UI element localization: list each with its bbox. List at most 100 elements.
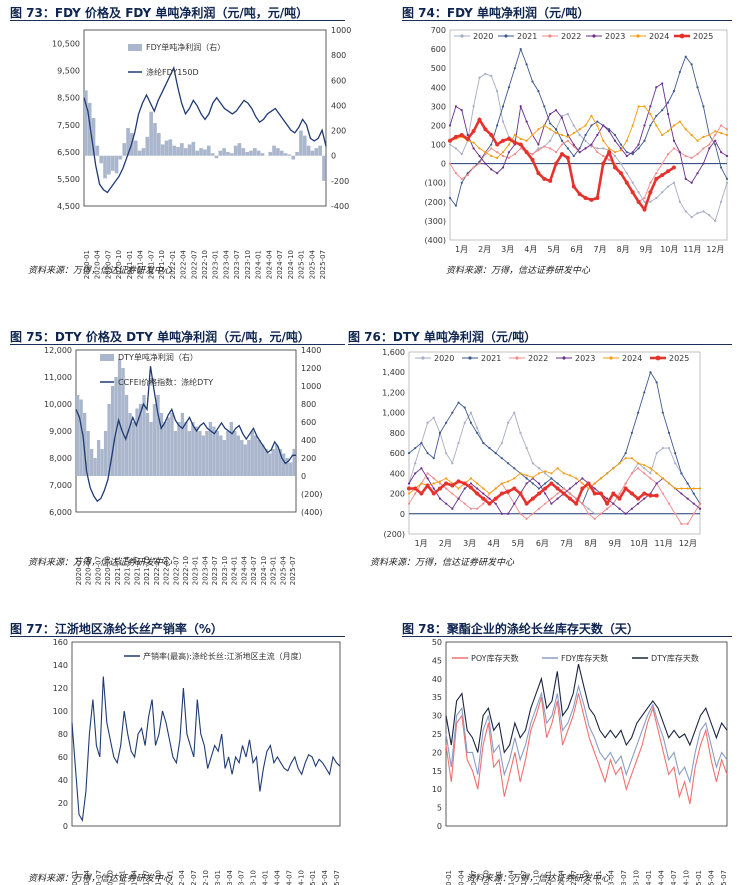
- c74-series-point-2023: [507, 151, 511, 154]
- c74-x-tick-label: 2月: [478, 245, 491, 254]
- c75-bar: [166, 417, 171, 476]
- chart-75-dty-price-profit: 12,000 11,000 10,000 9,000 8,000 7,000 6,000 14…: [44, 346, 323, 585]
- c74-series-point-2021: [531, 80, 534, 83]
- c74-series-point-2024: [690, 133, 693, 137]
- c73-bar: [114, 155, 119, 174]
- c74-series-point-2020: [472, 105, 475, 108]
- c74-series-point-2022: [661, 162, 664, 165]
- c76-series-point-2022: [686, 522, 689, 525]
- c76-series-point-2025: [654, 493, 659, 498]
- c74-series-point-2020: [566, 112, 569, 116]
- c76-series-point-2023: [575, 482, 578, 485]
- c75-bar: [285, 458, 289, 476]
- c76-series-point-2020: [643, 467, 646, 470]
- c74-series-point-2021: [560, 139, 564, 142]
- c76-series-point-2023: [537, 482, 541, 485]
- c76-series-point-2023: [506, 512, 510, 515]
- chart-78-title: 图 78：聚酯企业的涤纶长丝库存天数（天）: [402, 622, 639, 636]
- c76-series-point-2025: [431, 491, 436, 496]
- c75-bar: [205, 431, 209, 476]
- c74-series-point-2020: [720, 200, 723, 203]
- c74-x-tick-label: 12月: [706, 245, 724, 254]
- c76-series-point-2020: [445, 452, 448, 455]
- c77-x-tick-label: 2025-07: [333, 870, 341, 885]
- c74-series-point-2020: [655, 196, 658, 200]
- c74-series-point-2022: [560, 143, 564, 146]
- c74-series-point-2022: [666, 152, 670, 156]
- c76-x-tick-label: 5月: [512, 539, 525, 548]
- c76-series-point-2024: [494, 487, 497, 490]
- c74-series-point-2020: [702, 210, 705, 213]
- c74-series-point-2020: [714, 219, 717, 223]
- c74-series-point-2023: [519, 105, 522, 108]
- c77-x-tick-label: 2020-04: [83, 869, 91, 885]
- c75-bar: [215, 431, 219, 476]
- c75-bar: [93, 458, 97, 476]
- c76-series-point-2020: [506, 421, 510, 424]
- c75-x-tick-label: 2023-10: [221, 556, 229, 585]
- c76-series-point-2025: [437, 486, 442, 491]
- c76-series-point-2025: [512, 486, 517, 491]
- c75-x-tick-label: 2020-04: [85, 555, 93, 585]
- c74-series-point-2021: [448, 196, 452, 200]
- c74-series-point-2025: [530, 157, 535, 162]
- c74-x-tick-label: 9月: [640, 245, 653, 254]
- c76-series-point-2021: [649, 371, 652, 374]
- c73-y-right-tick-label: 1000: [331, 26, 351, 35]
- c73-bar: [137, 150, 142, 156]
- c76-series-point-2024: [606, 472, 609, 475]
- c76-series-point-2023: [698, 507, 702, 510]
- c77-x-tick-label: 2022-10: [202, 870, 210, 885]
- c77-x-tick-label: 2022-01: [166, 870, 174, 885]
- c77-y-tick-label: 40: [58, 776, 68, 785]
- c74-series-point-2020: [549, 139, 552, 142]
- c76-series-point-2025: [456, 479, 461, 484]
- c76-y-tick-label: 1,200: [382, 388, 405, 397]
- c74-series-point-2023: [720, 151, 723, 154]
- c75-y-right-tick-label: 600: [301, 418, 316, 427]
- c76-y-tick-label: 200: [390, 490, 405, 499]
- c76-series-point-2022: [531, 512, 534, 515]
- c73-bar: [279, 150, 284, 156]
- c76-series-point-2025: [543, 486, 548, 491]
- c76-legend-marker: [421, 356, 425, 360]
- c78-x-tick-label: 2022-10: [583, 870, 591, 885]
- c74-series-point-2020: [672, 181, 676, 184]
- c76-series-point-2025: [605, 501, 610, 506]
- c76-series-point-2023: [636, 502, 640, 505]
- c76-series-point-2024: [482, 487, 485, 490]
- c76-series-point-2021: [451, 411, 454, 414]
- c74-series-point-2022: [501, 154, 505, 158]
- c74-series-point-2024: [584, 124, 587, 127]
- c74-series-point-2021: [513, 67, 516, 70]
- c75-bar: [292, 449, 296, 476]
- c76-series-point-2024: [537, 472, 541, 475]
- c77-y-tick-label: 160: [53, 638, 68, 647]
- c76-series-point-2020: [661, 446, 664, 450]
- c73-bar: [229, 153, 234, 156]
- c76-series-point-2024: [674, 487, 677, 490]
- c75-bar: [219, 435, 223, 476]
- c74-series-point-2020: [678, 200, 681, 203]
- c74-series-point-2024: [655, 124, 658, 127]
- c74-series-point-2023: [643, 124, 646, 127]
- c73-y-right-tick-label: 200: [331, 127, 346, 136]
- c74-series-point-2022: [714, 133, 717, 137]
- c75-bar: [194, 426, 199, 476]
- c74-series-point-2023: [566, 133, 569, 137]
- chart-78-source: 资料来源：万得，信达证券研发中心: [466, 874, 611, 884]
- c76-series-point-2024: [469, 477, 473, 480]
- c76-series-point-2023: [494, 502, 497, 505]
- c76-y-tick-label: 0: [400, 510, 405, 519]
- c73-bar: [249, 150, 253, 156]
- c74-series-point-2022: [690, 156, 693, 160]
- chart-76-title: 图 76：DTY 单吨净利润（元/吨）: [348, 330, 537, 344]
- c77-y-tick-label: 20: [58, 799, 68, 808]
- c78-legend-label: POY库存天数: [471, 653, 519, 663]
- c76-series-point-2021: [407, 452, 411, 455]
- c74-series-point-2022: [496, 151, 499, 154]
- c74-series-point-2021: [725, 177, 729, 181]
- c76-series-point-2020: [655, 452, 658, 455]
- c75-bar: [201, 435, 206, 476]
- c74-series-point-2021: [578, 147, 581, 150]
